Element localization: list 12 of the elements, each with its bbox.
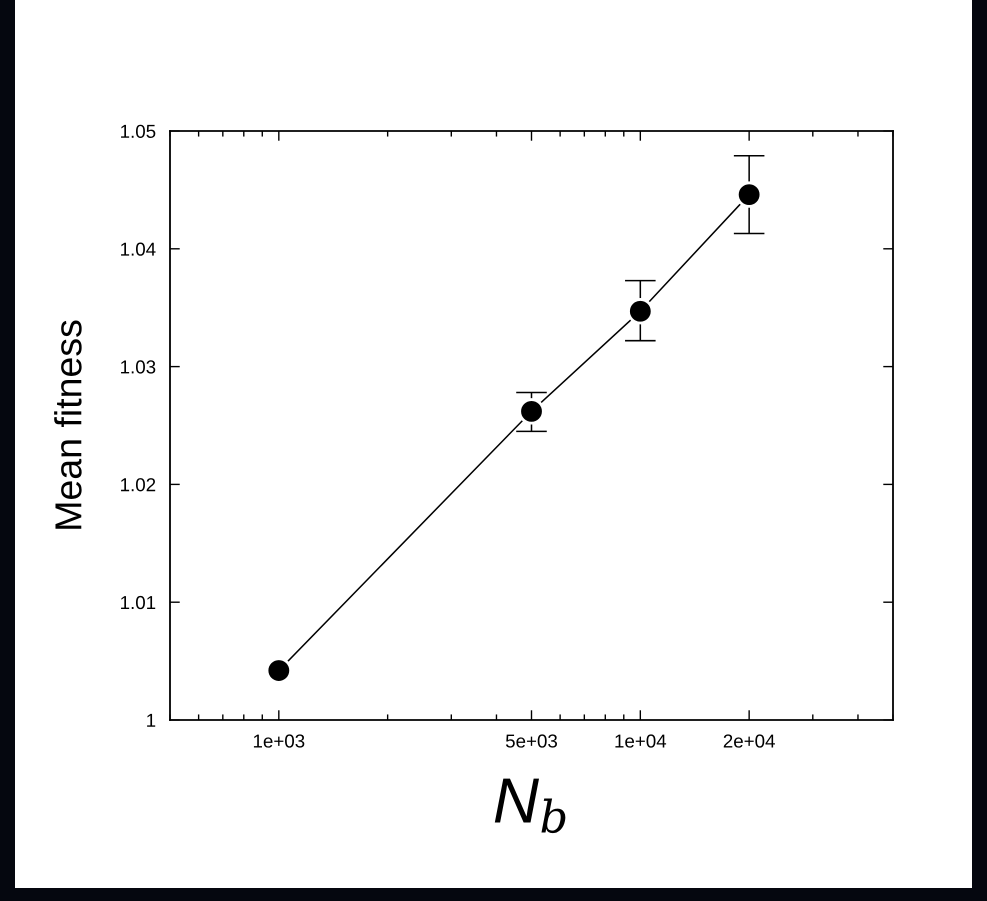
x-axis-title: N$_{b}$ <box>494 778 566 834</box>
y-tick-label: 1.05 <box>121 124 156 138</box>
x-tick-label: 1e+04 <box>615 734 666 748</box>
y-axis-title: Mean fitness <box>54 320 82 529</box>
x-tick-label: 1e+03 <box>254 734 304 748</box>
y-tick-label: 1.03 <box>121 360 156 374</box>
x-tick-label: 2e+04 <box>724 734 775 748</box>
y-tick-label: 1.02 <box>121 478 156 492</box>
y-tick-label: 1 <box>147 714 156 727</box>
y-tick-label: 1.04 <box>121 242 156 256</box>
y-tick-label: 1.01 <box>121 596 156 610</box>
x-tick-label: 5e+03 <box>506 734 558 748</box>
